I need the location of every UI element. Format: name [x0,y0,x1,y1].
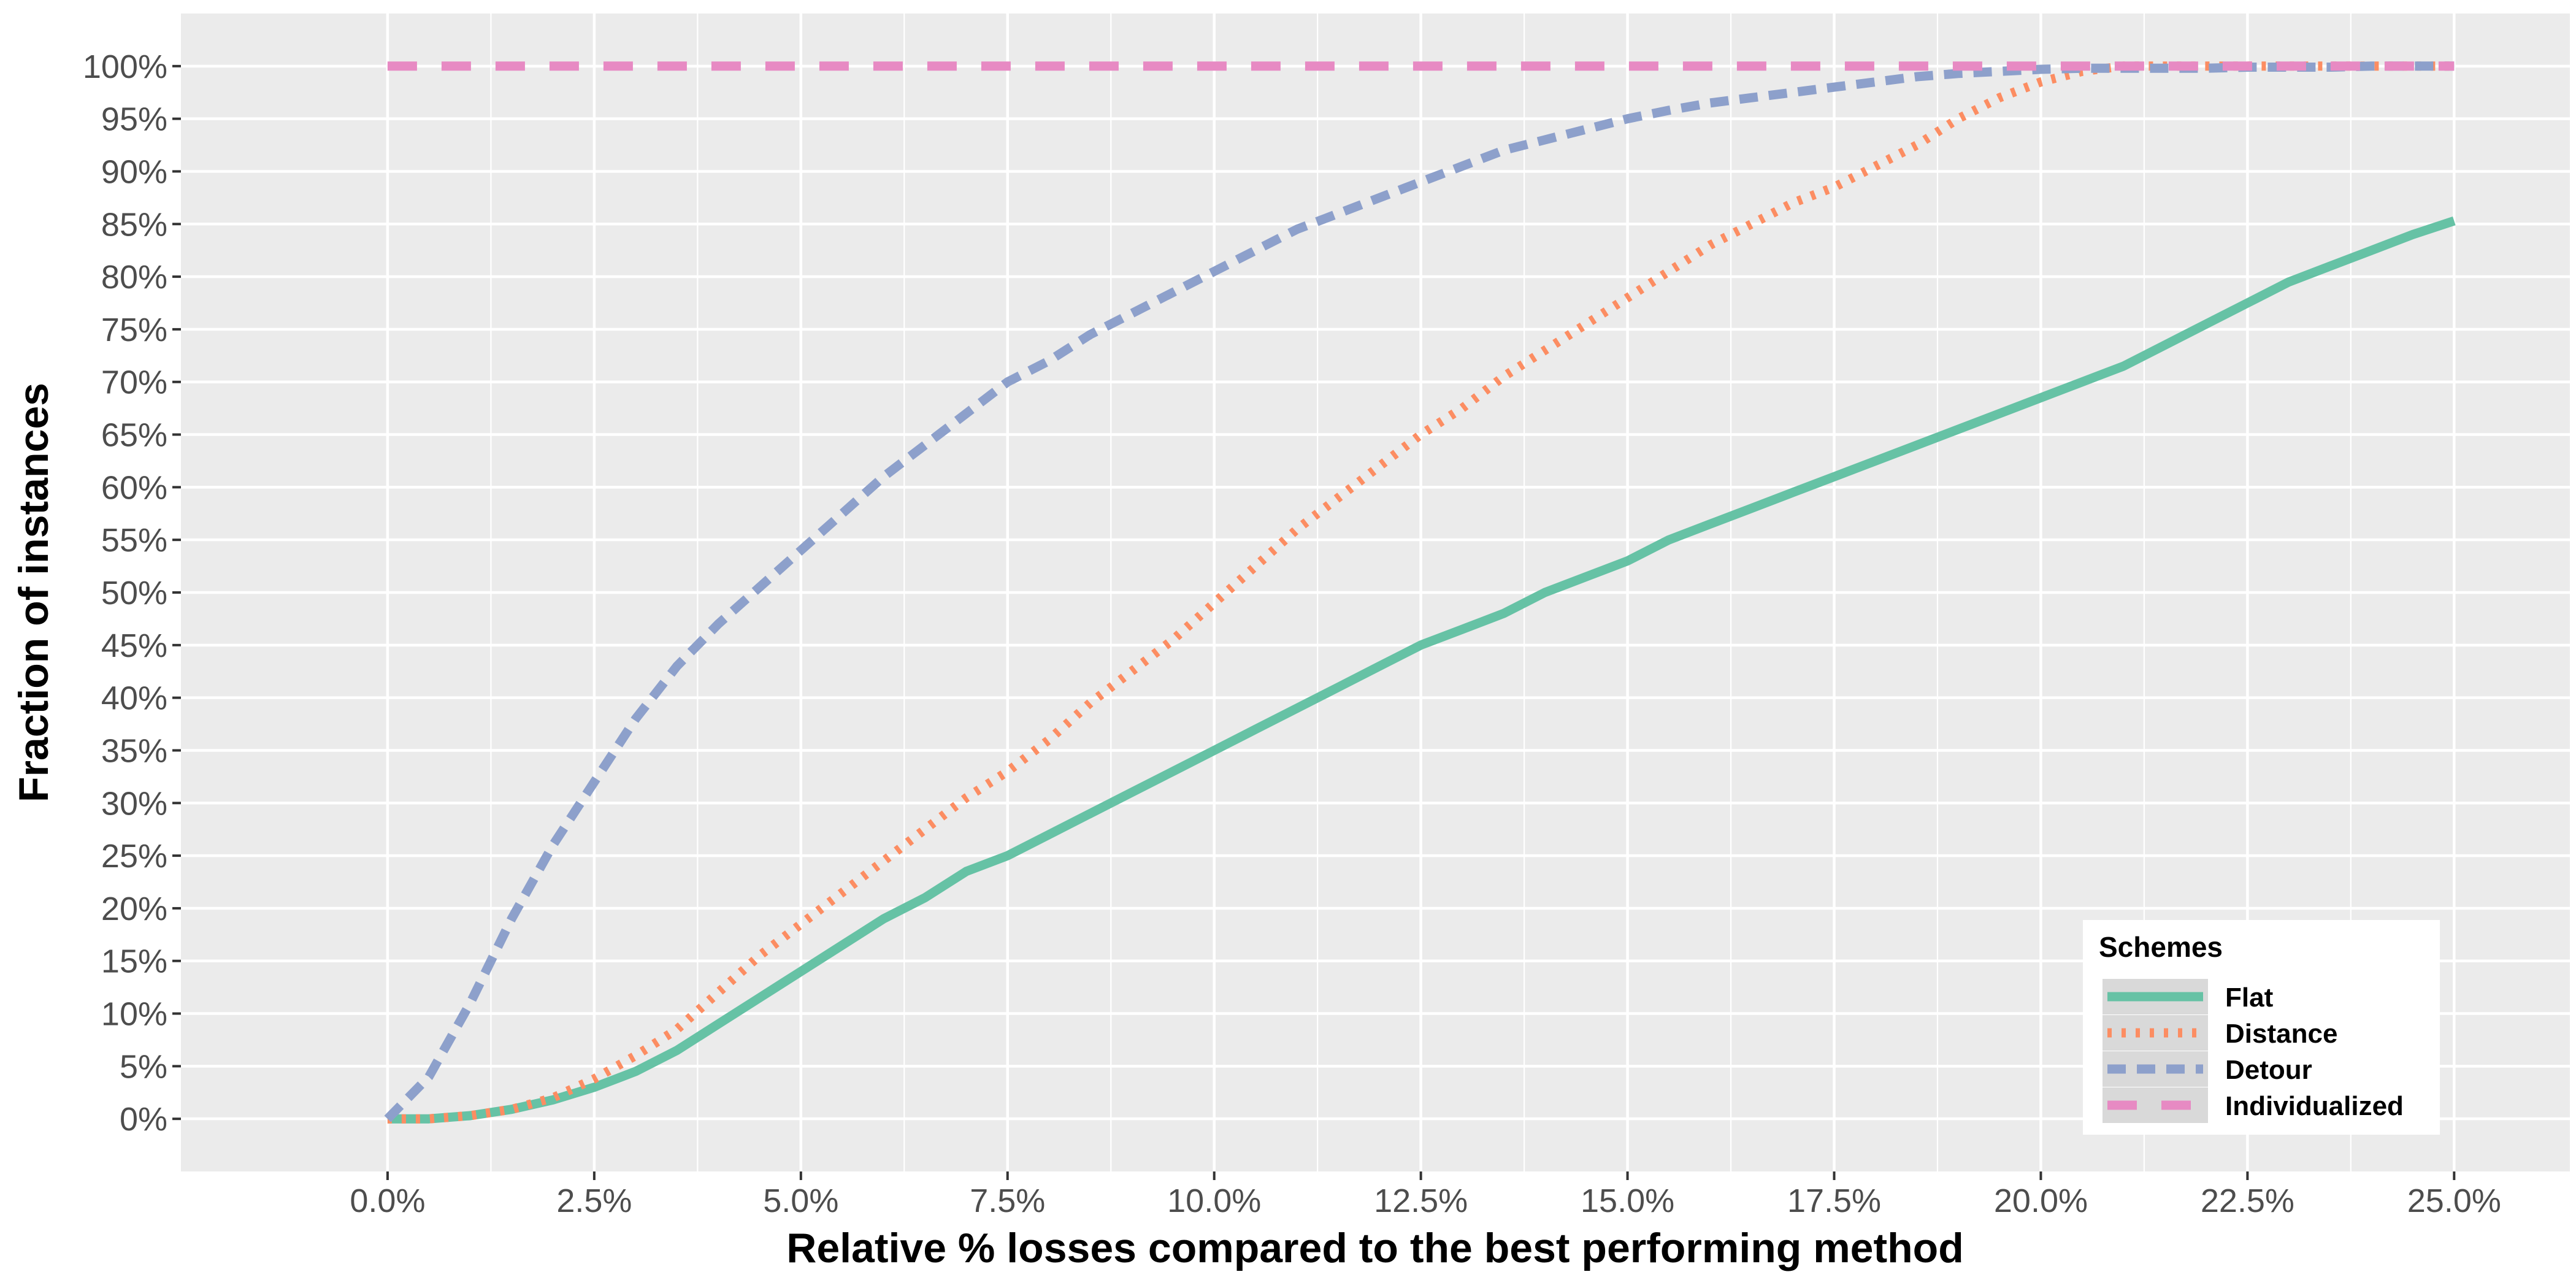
y-tick-label: 95% [101,101,167,138]
series-lines [384,61,2456,1124]
series-line-distance [387,61,2455,1124]
y-tick-label: 60% [101,469,167,506]
y-axis-title: Fraction of instances [10,383,57,802]
y-tick-label: 55% [101,522,167,559]
y-tick-label: 100% [83,48,167,85]
x-axis-ticks: 0.0% 2.5% 5.0% 7.5% 10.0% 12.5% 15.0% 17.5% 20.0… [350,1171,2501,1219]
y-tick-label: 50% [101,575,167,611]
legend: Schemes Flat Distance Detour Individualized [2083,920,2440,1135]
y-tick-label: 45% [101,627,167,664]
y-tick-label: 75% [101,312,167,348]
legend-label: Flat [2225,983,2274,1013]
y-tick-label: 20% [101,891,167,927]
x-tick-label: 2.5% [556,1183,632,1219]
x-tick-label: 15.0% [1581,1183,1674,1219]
x-tick-label: 10.0% [1167,1183,1261,1219]
y-tick-label: 90% [101,153,167,190]
legend-label: Detour [2225,1055,2312,1085]
y-tick-label: 0% [120,1101,167,1138]
y-axis-ticks: 0% 5% 10% 15% 20% 25% 30% 35% 40% 45% 50% 55% 60% 65%… [83,48,181,1138]
legend-key-background [2103,1015,2208,1051]
y-tick-label: 70% [101,364,167,401]
y-tick-label: 5% [120,1048,167,1085]
y-tick-label: 80% [101,259,167,296]
series-line-flat [387,216,2456,1124]
legend-title: Schemes [2099,931,2223,963]
legend-label: Individualized [2225,1091,2404,1121]
x-tick-label: 20.0% [1994,1183,2088,1219]
x-tick-label: 7.5% [970,1183,1045,1219]
y-tick-label: 35% [101,732,167,769]
x-tick-label: 17.5% [1787,1183,1881,1219]
y-tick-label: 30% [101,785,167,822]
x-tick-label: 22.5% [2201,1183,2294,1219]
legend-items: Flat Distance Detour Individualized [2103,979,2404,1123]
y-tick-label: 40% [101,680,167,717]
x-tick-label: 25.0% [2407,1183,2501,1219]
x-tick-label: 0.0% [350,1183,425,1219]
legend-label: Distance [2225,1019,2337,1049]
x-tick-label: 12.5% [1374,1183,1468,1219]
y-tick-label: 25% [101,838,167,875]
x-axis-title: Relative % losses compared to the best p… [786,1225,1964,1271]
y-tick-label: 85% [101,206,167,243]
x-tick-label: 5.0% [763,1183,838,1219]
y-tick-label: 65% [101,417,167,454]
y-tick-label: 10% [101,996,167,1033]
y-tick-label: 15% [101,943,167,980]
